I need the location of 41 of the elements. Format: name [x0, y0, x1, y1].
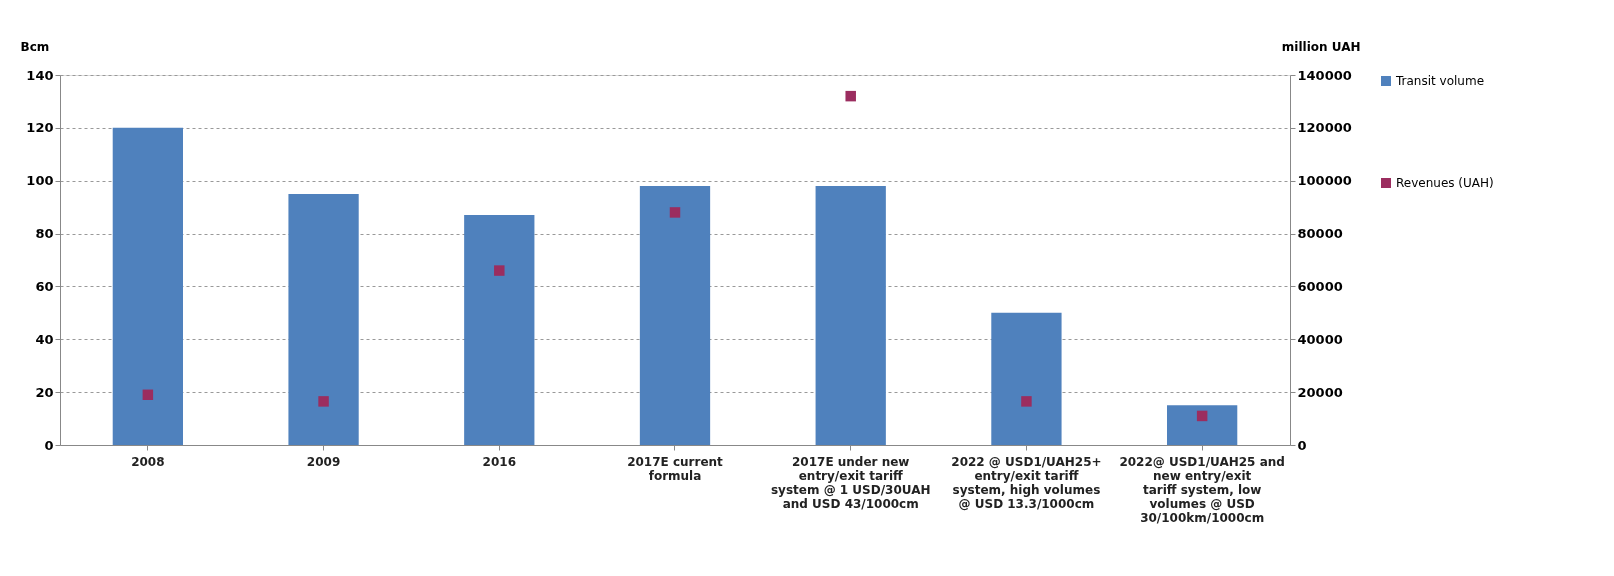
- bar: [1167, 405, 1238, 445]
- x-tick-label: 2017E under new entry/exit tariff system @ 1 USD/30UAH and USD 43/1000cm: [770, 454, 931, 511]
- y-tick-label: 80: [35, 226, 54, 242]
- point: [494, 265, 505, 276]
- y-tick-label: 40: [35, 331, 54, 347]
- y-tick-label: 120: [26, 120, 54, 136]
- bar: [991, 312, 1062, 445]
- bar: [639, 186, 711, 445]
- y2-tick-label: 100000: [1297, 173, 1352, 189]
- legend-label: Revenues (UAH): [1396, 176, 1494, 190]
- bar: [288, 193, 359, 445]
- x-tick-label: 2022@ USD1/UAH25 and new entry/exit tariff system, low volumes @ USD 30/100km/1000cm: [1119, 454, 1285, 525]
- point: [845, 90, 856, 102]
- point: [318, 396, 329, 407]
- y2-tick-label: 20000: [1297, 384, 1343, 400]
- bar: [815, 186, 886, 445]
- y-tick-label: 100: [26, 173, 54, 189]
- legend-label: Transit volume: [1395, 74, 1485, 88]
- point: [1021, 396, 1032, 407]
- y2-tick-label: 60000: [1297, 278, 1343, 294]
- y-tick-label: 0: [44, 437, 54, 453]
- x-tick-label: 2017E current formula: [627, 454, 724, 483]
- y2-tick-label: 0: [1297, 437, 1307, 453]
- point: [1196, 410, 1208, 422]
- x-tick-label: 2016: [482, 454, 516, 469]
- x-tick-label: 2022 @ USD1/UAH25+ entry/exit tariff system, high volumes @ USD 13.3/1000cm: [951, 454, 1102, 511]
- point: [669, 207, 681, 218]
- y-axis-title: Bcm: [20, 39, 50, 54]
- bar: [112, 127, 183, 445]
- y2-axis-title: million UAH: [1281, 39, 1361, 54]
- y-tick-label: 140: [26, 67, 54, 83]
- y2-tick-label: 40000: [1297, 331, 1343, 347]
- x-tick-label: 2009: [306, 454, 341, 469]
- bar: [464, 215, 535, 445]
- y2-tick-label: 120000: [1297, 120, 1352, 136]
- y-tick-label: 20: [35, 384, 54, 400]
- y2-tick-label: 140000: [1297, 67, 1352, 83]
- point: [142, 389, 154, 401]
- y2-tick-label: 80000: [1297, 226, 1343, 242]
- x-tick-label: 2008: [131, 454, 165, 469]
- y-tick-label: 60: [35, 278, 54, 294]
